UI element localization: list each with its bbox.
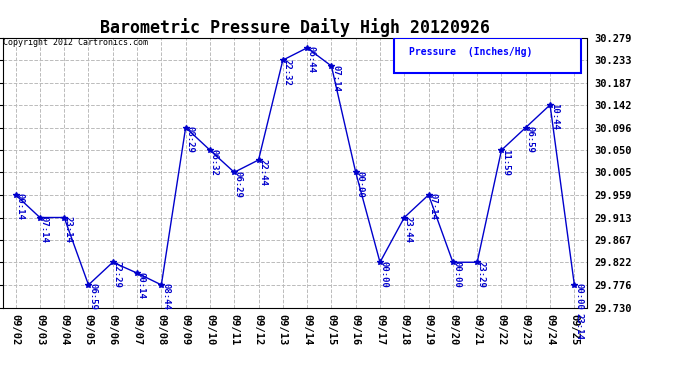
- Text: 06:59: 06:59: [88, 284, 97, 310]
- Text: 00:00: 00:00: [380, 261, 388, 288]
- Text: 07:14: 07:14: [39, 216, 48, 243]
- Text: 08:44: 08:44: [161, 284, 170, 310]
- Text: 00:14: 00:14: [15, 194, 24, 220]
- Text: 11:59: 11:59: [501, 149, 510, 176]
- Text: 07:14: 07:14: [428, 194, 437, 220]
- Text: 22:32: 22:32: [282, 59, 291, 86]
- Text: 10:44: 10:44: [550, 104, 559, 130]
- Text: 06:32: 06:32: [210, 149, 219, 176]
- Text: 06:44: 06:44: [307, 46, 316, 74]
- Text: 08:29: 08:29: [186, 126, 195, 153]
- Text: Pressure  (Inches/Hg): Pressure (Inches/Hg): [408, 47, 532, 57]
- Title: Barometric Pressure Daily High 20120926: Barometric Pressure Daily High 20120926: [100, 18, 490, 38]
- Text: 06:59: 06:59: [525, 126, 535, 153]
- Text: 23:14: 23:14: [64, 216, 73, 243]
- Text: 00:00: 00:00: [574, 284, 583, 310]
- Text: 23:29: 23:29: [477, 261, 486, 288]
- Text: 00:00: 00:00: [355, 171, 364, 198]
- Text: 22:44: 22:44: [258, 159, 267, 186]
- Text: 07:14: 07:14: [331, 64, 340, 92]
- Text: Copyright 2012 Cartronics.com: Copyright 2012 Cartronics.com: [3, 38, 148, 46]
- FancyBboxPatch shape: [394, 38, 581, 73]
- Text: 23:14: 23:14: [574, 313, 583, 339]
- Text: 00:00: 00:00: [453, 261, 462, 288]
- Text: 06:29: 06:29: [234, 171, 243, 198]
- Text: 23:44: 23:44: [404, 216, 413, 243]
- Text: 00:14: 00:14: [137, 272, 146, 298]
- Text: 22:29: 22:29: [112, 261, 121, 288]
